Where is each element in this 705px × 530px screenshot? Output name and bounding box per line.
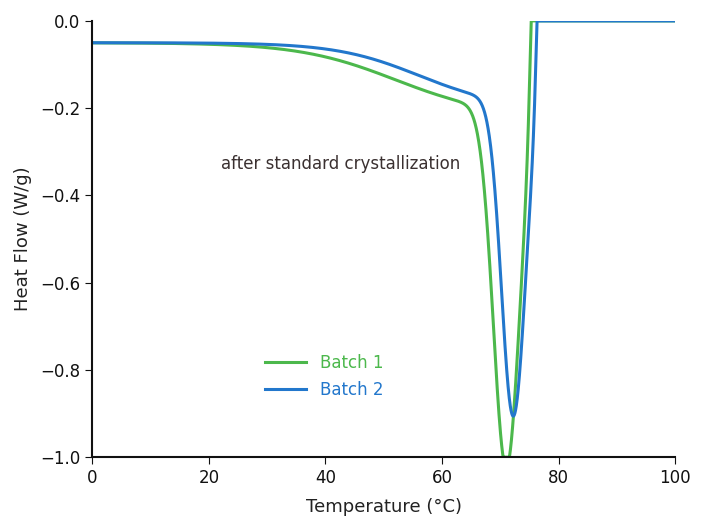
Batch 1 bbox=[88, 40, 97, 46]
Batch 1 bbox=[189, 41, 197, 47]
Batch 2 bbox=[509, 413, 517, 419]
Legend: Batch 1, Batch 2: Batch 1, Batch 2 bbox=[258, 348, 390, 405]
Batch 2 bbox=[154, 40, 163, 46]
Line: Batch 2: Batch 2 bbox=[92, 21, 675, 416]
Batch 1 bbox=[527, 17, 536, 24]
Batch 2 bbox=[671, 17, 680, 24]
Batch 1 bbox=[499, 454, 508, 461]
Text: after standard crystallization: after standard crystallization bbox=[221, 155, 460, 173]
Batch 2 bbox=[597, 17, 606, 24]
Line: Batch 1: Batch 1 bbox=[92, 21, 675, 457]
Batch 1 bbox=[337, 58, 345, 64]
Batch 2 bbox=[189, 40, 197, 46]
Y-axis label: Heat Flow (W/g): Heat Flow (W/g) bbox=[14, 167, 32, 311]
Batch 1 bbox=[671, 17, 680, 24]
Batch 1 bbox=[660, 17, 668, 24]
Batch 1 bbox=[597, 17, 606, 24]
Batch 2 bbox=[660, 17, 668, 24]
Batch 1 bbox=[312, 51, 320, 58]
Batch 1 bbox=[154, 40, 163, 47]
Batch 2 bbox=[337, 48, 345, 55]
Batch 2 bbox=[88, 40, 97, 46]
X-axis label: Temperature (°C): Temperature (°C) bbox=[306, 498, 462, 516]
Batch 2 bbox=[312, 45, 320, 51]
Batch 2 bbox=[533, 17, 541, 24]
